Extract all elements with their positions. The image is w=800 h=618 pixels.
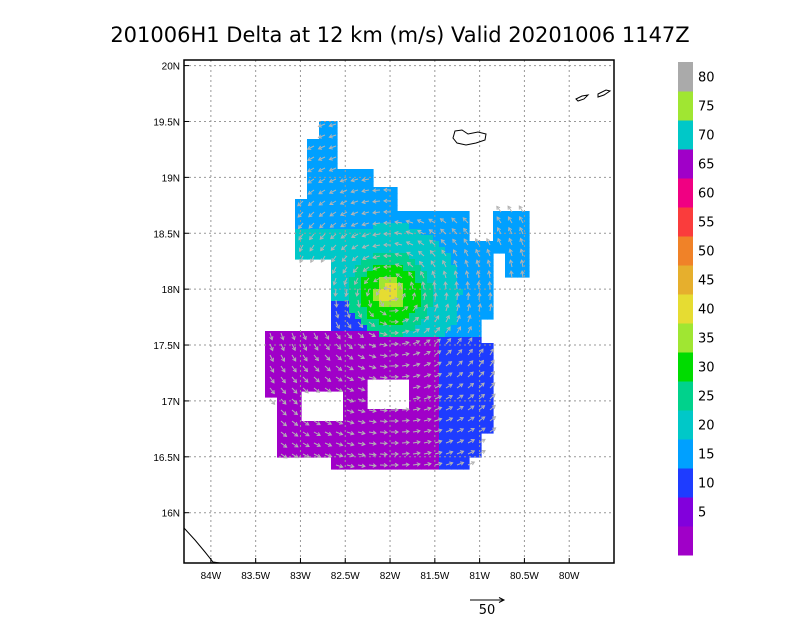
y-axis-ticks: 16N 16.5N 17N 17.5N 18N 18.5N 19N 19.5N 20N <box>153 62 189 520</box>
x-tick-label: 82W <box>380 571 401 582</box>
colorbar-label: 35 <box>698 332 715 347</box>
x-tick-label: 83W <box>290 571 311 582</box>
colorbar-label: 15 <box>698 448 715 463</box>
x-tick-label: 83.5W <box>241 571 270 582</box>
plot-area <box>184 60 614 563</box>
x-axis-ticks: 84W 83.5W 83W 82.5W 82W 81.5W 81W 80.5W 80W <box>201 558 580 582</box>
colorbar-swatch <box>678 381 693 411</box>
colorbar-label: 70 <box>698 129 715 144</box>
colorbar-label: 5 <box>698 506 706 521</box>
y-tick-label: 20N <box>162 62 180 73</box>
colorbar-swatch <box>678 410 693 440</box>
colorbar-label: 50 <box>698 245 715 260</box>
y-tick-label: 18N <box>162 285 180 296</box>
colorbar-swatch <box>678 62 693 92</box>
colorbar-label: 60 <box>698 187 715 202</box>
colorbar-swatch <box>678 526 693 556</box>
wind-vectors <box>269 123 525 469</box>
colorbar-swatch <box>678 323 693 353</box>
reference-vector-label: 50 <box>479 603 496 618</box>
y-tick-label: 18.5N <box>153 229 180 240</box>
y-tick-label: 19N <box>162 173 180 184</box>
reference-vector: 50 <box>470 597 506 618</box>
x-tick-label: 81W <box>469 571 490 582</box>
colorbar-swatch <box>678 294 693 324</box>
y-tick-label: 17N <box>162 397 180 408</box>
colorbar-swatch <box>678 236 693 266</box>
colorbar-label: 75 <box>698 100 715 115</box>
colorbar-swatch <box>678 265 693 295</box>
x-tick-label: 80.5W <box>510 571 539 582</box>
colorbar-swatch <box>678 91 693 121</box>
colorbar-swatch <box>678 352 693 382</box>
colorbar-label: 40 <box>698 303 715 318</box>
colorbar-swatch <box>678 207 693 237</box>
colorbar-label: 65 <box>698 158 715 173</box>
colorbar-label: 20 <box>698 419 715 434</box>
colorbar-swatch <box>678 468 693 498</box>
y-tick-label: 19.5N <box>153 117 180 128</box>
colorbar-label: 55 <box>698 216 715 231</box>
x-tick-label: 80W <box>559 571 580 582</box>
colorbar-swatch <box>678 120 693 150</box>
colorbar-swatch <box>678 178 693 208</box>
colorbar-label: 30 <box>698 361 715 376</box>
lat-lon-grid <box>184 60 614 563</box>
colorbar: 5 10 15 20 25 30 35 40 45 50 55 60 65 70 75 80 <box>678 62 715 556</box>
chart-title: 201006H1 Delta at 12 km (m/s) Valid 2020… <box>110 23 689 47</box>
colorbar-swatch <box>678 149 693 179</box>
y-tick-label: 16.5N <box>153 453 180 464</box>
colorbar-swatch <box>678 439 693 469</box>
colorbar-label: 45 <box>698 274 715 289</box>
x-tick-label: 82.5W <box>331 571 360 582</box>
y-tick-label: 16N <box>162 509 180 520</box>
colorbar-label: 80 <box>698 71 715 86</box>
plot-frame <box>183 59 615 564</box>
x-tick-label: 84W <box>201 571 222 582</box>
colorbar-label: 25 <box>698 390 715 405</box>
colorbar-label: 10 <box>698 477 715 492</box>
wind-speed-field <box>265 121 530 470</box>
y-tick-label: 17.5N <box>153 341 180 352</box>
colorbar-swatch <box>678 497 693 527</box>
x-tick-label: 81.5W <box>420 571 449 582</box>
